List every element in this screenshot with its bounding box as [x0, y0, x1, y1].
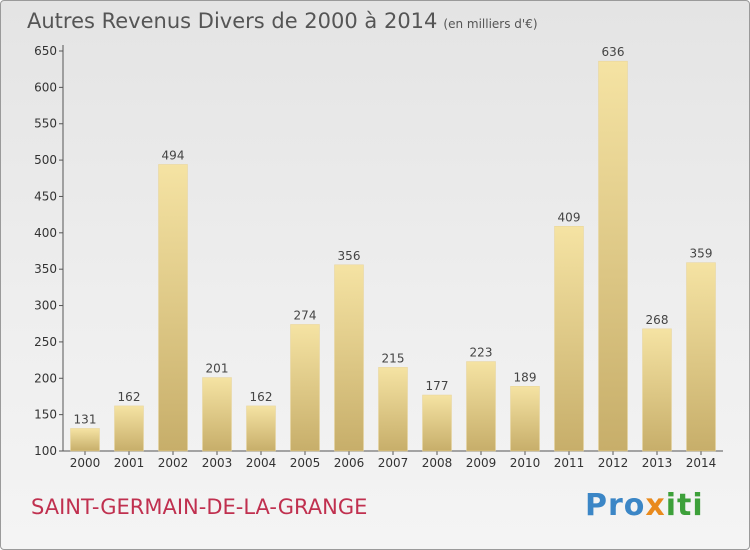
chart-title-text: Autres Revenus Divers de 2000 à 2014: [27, 9, 438, 33]
x-tick-label: 2004: [246, 456, 277, 470]
y-tick-label: 150: [34, 408, 57, 422]
chart-title: Autres Revenus Divers de 2000 à 2014 (en …: [27, 9, 538, 33]
x-tick-label: 2011: [554, 456, 585, 470]
bar-2004: [246, 405, 276, 452]
x-tick-label: 2003: [202, 456, 233, 470]
bar-2001: [114, 405, 144, 452]
x-tick-label: 2014: [686, 456, 717, 470]
bar-value-label: 356: [338, 249, 361, 263]
chart-labels: 2000 131 2001 162 2002 494 2003 201 2004 162 2005 2…: [70, 45, 717, 470]
bar-value-label: 268: [646, 313, 669, 327]
bar-value-label: 223: [470, 346, 493, 360]
bar-value-label: 162: [250, 390, 273, 404]
bar-value-label: 494: [162, 148, 185, 162]
y-tick-label: 250: [34, 335, 57, 349]
bar-value-label: 636: [602, 45, 625, 59]
bar-value-label: 189: [514, 370, 537, 384]
bar-2002: [158, 164, 188, 452]
bar-value-label: 177: [426, 379, 449, 393]
bar-2012: [598, 60, 628, 452]
bar-2006: [334, 264, 364, 452]
logo-part-3: iti: [665, 488, 704, 523]
y-tick-label: 500: [34, 153, 57, 167]
bar-value-label: 359: [690, 247, 713, 261]
bar-2011: [554, 226, 584, 452]
proxiti-logo: Proxiti: [585, 488, 704, 523]
commune-name: SAINT-GERMAIN-DE-LA-GRANGE: [31, 495, 368, 519]
bar-2010: [510, 386, 540, 452]
bar-value-label: 409: [558, 210, 581, 224]
y-tick-label: 600: [34, 80, 57, 94]
y-tick-label: 350: [34, 262, 57, 276]
x-tick-label: 2001: [114, 456, 145, 470]
y-tick-label: 550: [34, 117, 57, 131]
x-tick-label: 2010: [510, 456, 541, 470]
bar-value-label: 162: [118, 390, 141, 404]
x-tick-label: 2012: [598, 456, 629, 470]
y-tick-label: 400: [34, 226, 57, 240]
bar-value-label: 201: [206, 362, 229, 376]
bar-2000: [70, 428, 100, 452]
y-tick-label: 450: [34, 189, 57, 203]
bar-value-label: 274: [294, 308, 317, 322]
chart-bars: [70, 60, 716, 452]
bar-2013: [642, 328, 672, 452]
chart-subtitle: (en milliers d'€): [443, 17, 538, 31]
bar-2014: [686, 262, 716, 452]
x-tick-label: 2013: [642, 456, 673, 470]
x-tick-label: 2007: [378, 456, 409, 470]
bar-2003: [202, 377, 232, 452]
bar-2008: [422, 394, 452, 452]
logo-part-1: Pro: [585, 488, 646, 523]
y-tick-label: 650: [34, 44, 57, 58]
x-tick-label: 2002: [158, 456, 189, 470]
bar-2007: [378, 367, 408, 452]
y-tick-label: 100: [34, 444, 57, 458]
x-tick-label: 2005: [290, 456, 321, 470]
x-tick-label: 2000: [70, 456, 101, 470]
x-tick-label: 2008: [422, 456, 453, 470]
x-tick-label: 2009: [466, 456, 497, 470]
y-tick-label: 300: [34, 299, 57, 313]
logo-part-2: x: [645, 488, 666, 523]
x-tick-label: 2006: [334, 456, 365, 470]
bar-value-label: 215: [382, 351, 405, 365]
bar-2009: [466, 361, 496, 452]
bar-2005: [290, 324, 320, 452]
chart-axes: 100 150 200 250 300 350 400 450 500 550 600 650: [34, 44, 723, 458]
y-tick-label: 200: [34, 371, 57, 385]
bar-value-label: 131: [74, 412, 97, 426]
